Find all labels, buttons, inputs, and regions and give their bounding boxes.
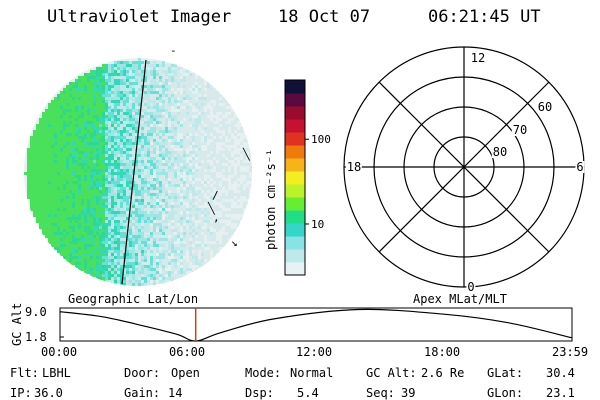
colorbar-segment-2 — [285, 236, 305, 250]
mlat-label-80: 80 — [491, 145, 509, 159]
uv-stray-marks: ╲/╲,↘- — [170, 44, 251, 249]
gcalt-label: GC Alt: — [366, 366, 417, 380]
glat-label: GLat: — [487, 366, 524, 380]
colorbar-segment-1 — [285, 249, 305, 263]
mode-label: Mode: — [245, 366, 282, 380]
uv-earth-disk — [24, 58, 252, 286]
gain-value: 14 — [168, 386, 183, 400]
polar-grid — [343, 46, 585, 288]
mlt-label-6: 6 — [575, 160, 585, 174]
colorbar-segment-6 — [285, 184, 305, 198]
stray-mark-4: ↘ — [231, 236, 238, 249]
colorbar-segment-11 — [285, 119, 305, 133]
mode-value: Normal — [290, 366, 334, 380]
mlat-label-70: 70 — [511, 123, 529, 137]
colorbar-segment-4 — [285, 210, 305, 224]
stray-mark-0: ╲ — [242, 147, 251, 161]
colorbar: 10 100 — [284, 79, 331, 276]
image-title: Ultraviolet Imager — [47, 7, 232, 27]
colorbar-segment-0 — [285, 262, 305, 276]
seq-value: 39 — [401, 386, 416, 400]
door-value: Open — [171, 366, 200, 380]
y-tick-label-bottom: 1.8 — [25, 330, 47, 344]
colorbar-segment-13 — [285, 93, 305, 107]
glat-value: 30.4 — [546, 366, 575, 380]
dsp-value: 5.4 — [297, 386, 319, 400]
colorbar-segment-10 — [285, 132, 305, 146]
timeline-chart — [59, 307, 573, 342]
dsp-label: Dsp: — [245, 386, 274, 400]
x-tick-label-1: 06:00 — [169, 345, 206, 359]
terminator-line — [121, 59, 147, 285]
ip-value: 36.0 — [34, 386, 63, 400]
image-date: 18 Oct 07 — [278, 7, 371, 27]
stray-mark-1: / — [212, 189, 219, 202]
colorbar-frame — [284, 79, 306, 276]
mlt-label-12: 12 — [469, 51, 487, 65]
timeline-label-left: Geographic Lat/Lon — [68, 292, 199, 306]
timeline-frame — [59, 307, 573, 342]
ip-label: IP: — [10, 386, 32, 400]
gcalt-value: 2.6 Re — [421, 366, 465, 380]
timeline-label-right: Apex MLat/MLT — [413, 292, 507, 306]
colorbar-segment-14 — [285, 80, 305, 94]
door-label: Door: — [124, 366, 161, 380]
polar-diagonal-2 — [378, 81, 550, 253]
x-tick-label-3: 18:00 — [424, 345, 461, 359]
mlt-label-0: 0 — [466, 280, 476, 294]
x-tick-label-0: 00:00 — [41, 345, 78, 359]
colorbar-segment-12 — [285, 106, 305, 120]
mlt-label-18: 18 — [345, 160, 363, 174]
colorbar-tick-label-10: 10 — [311, 218, 324, 231]
flt-label: Flt: — [10, 366, 39, 380]
stray-mark-5: - — [170, 44, 177, 57]
stray-mark-2: ╲ — [207, 201, 216, 215]
altitude-series-line — [59, 308, 572, 342]
colorbar-segment-9 — [285, 145, 305, 159]
glon-label: GLon: — [487, 386, 524, 400]
image-time: 06:21:45 UT — [428, 7, 541, 27]
colorbar-segment-5 — [285, 197, 305, 211]
x-tick-label-4: 23:59 — [552, 345, 589, 359]
y-tick-label-top: 9.0 — [25, 305, 47, 319]
colorbar-segment-3 — [285, 223, 305, 237]
flt-value: LBHL — [42, 366, 71, 380]
colorbar-gradient — [285, 80, 305, 276]
colorbar-segment-7 — [285, 171, 305, 185]
mlat-label-60: 60 — [536, 100, 554, 114]
colorbar-ticks: 10 100 — [305, 133, 331, 231]
gain-label: Gain: — [124, 386, 161, 400]
colorbar-unit-label: photon cm⁻²s⁻¹ — [264, 148, 278, 250]
colorbar-tick-label-100: 100 — [311, 133, 331, 146]
stray-mark-3: , — [213, 211, 220, 224]
glon-value: 23.1 — [546, 386, 575, 400]
seq-label: Seq: — [366, 386, 395, 400]
colorbar-segment-8 — [285, 158, 305, 172]
x-tick-label-2: 12:00 — [296, 345, 333, 359]
